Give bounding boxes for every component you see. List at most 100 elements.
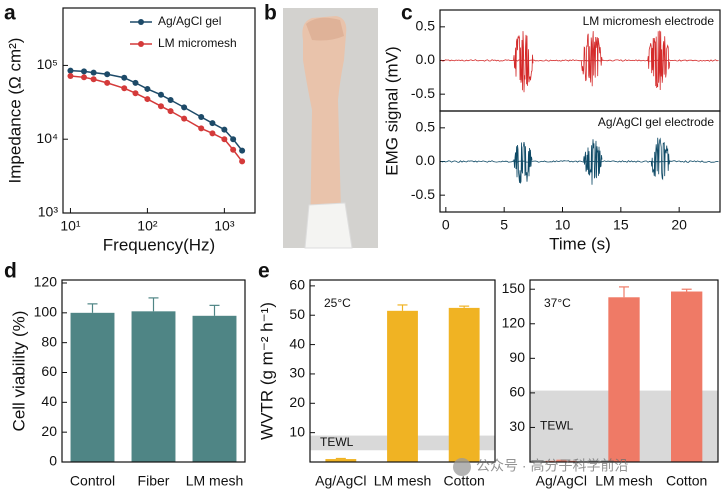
bar	[608, 297, 640, 462]
point	[198, 113, 205, 120]
y-tick-label: 30	[509, 418, 525, 434]
y-axis-label: EMG signal (mV)	[382, 46, 401, 175]
panel: TEWL 30 60 90 120 150 37°C Ag/AgCl LM mesh Cotton	[502, 279, 719, 489]
point	[221, 126, 228, 133]
y-tick-label: 60	[289, 277, 305, 293]
x-axis-label: Frequency(Hz)	[103, 235, 215, 254]
point	[132, 90, 139, 97]
panel-label: a	[4, 2, 16, 25]
watermark-group: 公众号 · 高分子科学前沿	[453, 458, 628, 476]
point	[90, 69, 97, 76]
bar	[70, 312, 115, 462]
panel-label: d	[4, 260, 17, 283]
point	[90, 76, 97, 83]
point	[121, 85, 128, 92]
y-tick-label: 20	[41, 423, 57, 439]
point	[67, 72, 74, 79]
y-tick-label: 150	[502, 280, 526, 296]
annotation: 37°C	[544, 296, 571, 310]
y-tick-label: 0.0	[416, 152, 436, 168]
x-tick-label: LM mesh	[186, 473, 244, 489]
panel-label: b	[264, 2, 277, 25]
point	[144, 85, 151, 92]
x-tick-label: 15	[613, 217, 629, 233]
x-tick-label: LM mesh	[374, 473, 432, 489]
point	[198, 125, 205, 132]
legend-label: LM micromesh	[158, 36, 237, 50]
x-tick-label: Ag/AgCl	[315, 473, 366, 489]
series-line	[70, 69, 243, 152]
point	[221, 136, 228, 143]
x-axis-label: Time (s)	[549, 234, 611, 253]
point	[121, 74, 128, 81]
point	[209, 130, 216, 137]
x-tick-label: 10	[555, 217, 571, 233]
photo	[283, 8, 378, 249]
point	[239, 158, 246, 165]
panel: 0 20 40 60 80 100 120 Cell viability (%) Control…	[9, 274, 246, 489]
annotation: 25°C	[324, 296, 351, 310]
y-tick-label: 40	[289, 335, 305, 351]
y-tick-label: 10³	[38, 204, 59, 220]
x-tick-label: 10¹	[60, 218, 81, 234]
point	[157, 103, 164, 110]
y-tick-label: 120	[34, 274, 58, 290]
point	[209, 120, 216, 127]
point	[81, 74, 88, 81]
y-tick-label: 10⁴	[36, 130, 58, 146]
x-tick-label: Cotton	[666, 473, 707, 489]
fist	[306, 17, 344, 41]
panel: -0.5 0.0 0.5 0 5 10 15 20 Time (s) Ag/AgCl gel el…	[411, 110, 721, 253]
y-tick-label: 100	[34, 304, 58, 320]
bar	[671, 291, 703, 462]
y-axis-label: Impedance (Ω cm²)	[5, 38, 24, 184]
band-label: TEWL	[320, 435, 354, 449]
bar	[192, 315, 237, 462]
y-tick-label: 0.5	[416, 119, 436, 135]
point	[81, 68, 88, 75]
y-tick-label: 60	[41, 363, 57, 379]
bar	[448, 307, 480, 462]
point	[239, 147, 246, 154]
x-tick-label: Ag/AgCl	[536, 473, 587, 489]
x-tick-label: Control	[70, 473, 115, 489]
plot-frame	[309, 279, 496, 463]
x-tick-label: Cotton	[444, 473, 485, 489]
y-tick-label: 90	[509, 349, 525, 365]
point	[181, 115, 188, 122]
point	[144, 96, 151, 103]
series-line	[70, 75, 243, 162]
wrap	[304, 202, 353, 249]
x-tick-label: 5	[500, 217, 508, 233]
point	[104, 79, 111, 86]
panel: TEWL 10 20 30 40 50 60 WVTR (g m⁻² h⁻¹) 25°C Ag/A…	[257, 277, 496, 489]
legend-marker	[138, 19, 144, 25]
x-tick-label: 0	[442, 217, 450, 233]
emg-burst	[650, 137, 671, 181]
y-tick-label: 20	[289, 394, 305, 410]
y-tick-label: 10⁵	[37, 56, 58, 72]
bar	[325, 459, 357, 462]
annotation: Ag/AgCl gel electrode	[598, 115, 714, 129]
panel: -0.5 0.0 0.5 EMG signal (mV) LM micromesh el…	[382, 9, 721, 176]
panel-label: e	[258, 260, 270, 283]
baseline	[440, 59, 719, 62]
x-tick-label: LM mesh	[595, 473, 653, 489]
watermark: 公众号 · 高分子科学前沿	[476, 458, 628, 474]
emg-burst	[583, 139, 603, 185]
y-tick-label: 0	[49, 453, 57, 469]
point	[167, 108, 174, 115]
y-tick-label: 10	[289, 423, 305, 439]
y-tick-label: 80	[41, 333, 57, 349]
point	[157, 91, 164, 98]
y-tick-label: 60	[509, 384, 525, 400]
emg-burst	[513, 141, 533, 184]
y-tick-label: -0.5	[411, 85, 435, 101]
point	[132, 79, 139, 86]
x-tick-label: 10²	[137, 218, 158, 234]
baseline	[440, 160, 719, 163]
arm	[302, 16, 347, 248]
plot-frame	[529, 279, 719, 463]
x-tick-label: 10³	[214, 218, 235, 234]
